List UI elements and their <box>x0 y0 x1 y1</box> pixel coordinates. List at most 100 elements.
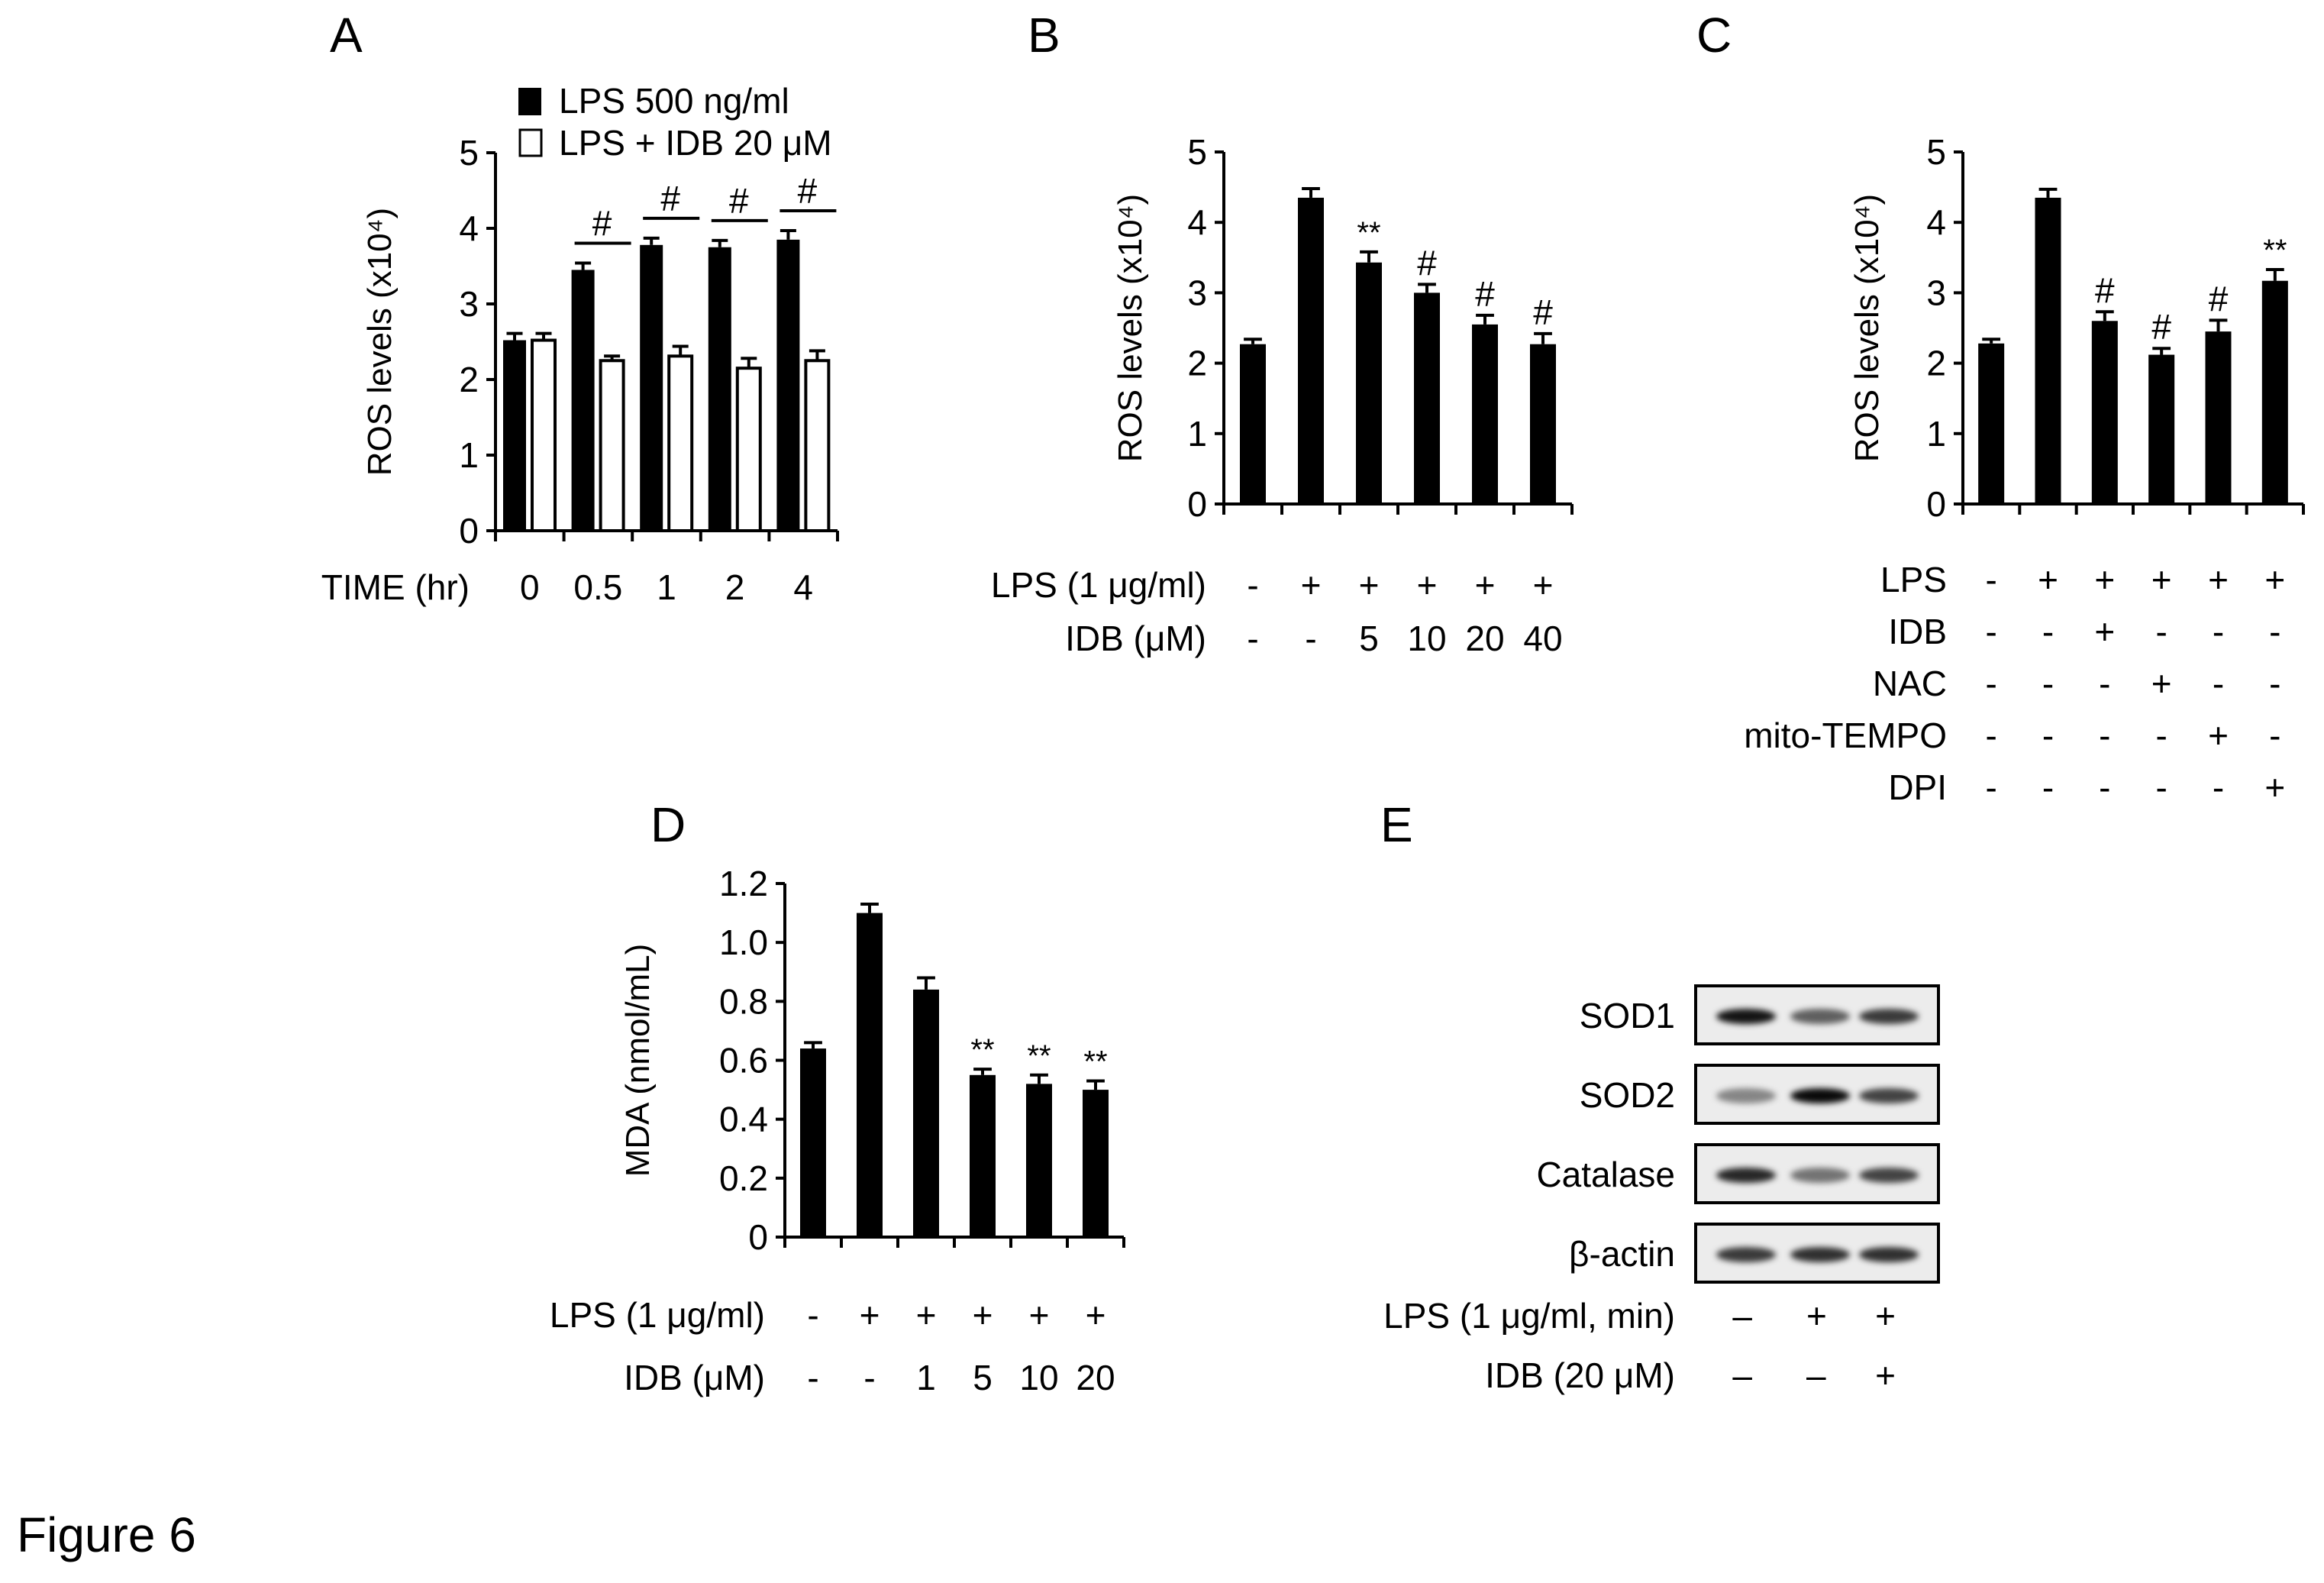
x-axis-label: TIME (hr) <box>321 567 470 607</box>
blot-row-label: β-actin <box>1569 1234 1675 1274</box>
treatment-value: + <box>2264 560 2285 599</box>
treatment-value: - <box>2099 716 2110 755</box>
chart-panel-d: 0 0.2 0.4 0.6 0.8 1.0 1.2 MDA (nmol/mL) ** ** ** LP… <box>550 864 1125 1397</box>
treatment-row-label: mito-TEMPO <box>1744 716 1947 755</box>
y-tick-label: 3 <box>459 284 479 324</box>
treatment-value: 40 <box>1523 619 1562 658</box>
treatment-row-label: IDB <box>1888 612 1947 651</box>
treatment-value: - <box>2042 612 2054 651</box>
blot-row-label: Catalase <box>1536 1155 1675 1194</box>
significance-marker: ** <box>2263 234 2287 267</box>
y-tick-label: 1.2 <box>719 864 768 903</box>
treatment-value: 5 <box>1359 619 1379 658</box>
treatment-row-label: NAC <box>1873 664 1947 703</box>
significance-marker: # <box>592 204 612 244</box>
x-tick-label: 0.5 <box>573 567 622 607</box>
treatment-value: + <box>916 1295 937 1335</box>
y-tick-label: 3 <box>1187 273 1207 312</box>
y-tick-label: 2 <box>1187 344 1207 383</box>
treatment-row-label: IDB (μM) <box>624 1358 765 1397</box>
treatment-row-label: LPS (1 μg/ml, min) <box>1383 1296 1675 1336</box>
treatment-value: - <box>1247 619 1258 658</box>
y-tick-label: 0 <box>1187 484 1207 524</box>
legend-swatch-open <box>518 128 543 157</box>
bar <box>2035 187 2061 504</box>
bar <box>667 344 694 532</box>
significance-marker: # <box>660 179 680 218</box>
treatment-value: - <box>807 1358 818 1397</box>
treatment-row-label: DPI <box>1888 767 1947 807</box>
y-tick-label: 4 <box>1187 202 1207 242</box>
bar <box>1472 313 1498 504</box>
y-tick-label: 0 <box>1926 484 1946 524</box>
blot-row-label: SOD1 <box>1579 996 1675 1035</box>
bar <box>1083 1079 1109 1237</box>
significance-marker: # <box>729 181 749 221</box>
treatment-value: + <box>973 1295 993 1335</box>
legend-label: LPS + IDB 20 μM <box>559 123 832 163</box>
significance-marker: ** <box>1357 216 1380 250</box>
panel-letter-b: B <box>1028 8 1060 63</box>
treatment-value: - <box>1986 767 1997 807</box>
figure-title: Figure 6 <box>17 1507 196 1562</box>
bar <box>1414 283 1440 504</box>
panel-letter-c: C <box>1696 8 1732 63</box>
treatment-value: + <box>1533 565 1554 605</box>
x-tick-label: 1 <box>657 567 676 607</box>
bar <box>857 903 883 1237</box>
protein-band <box>1716 1168 1777 1183</box>
significance-marker: # <box>2095 270 2115 310</box>
treatment-value: - <box>1986 716 1997 755</box>
treatment-value: - <box>2042 664 2054 703</box>
legend-swatch-filled <box>518 88 541 115</box>
treatment-value: - <box>1305 619 1316 658</box>
treatment-value: - <box>2042 767 2054 807</box>
y-tick-label: 2 <box>1926 344 1946 383</box>
treatment-value: - <box>1247 565 1258 605</box>
treatment-value: - <box>2269 716 2280 755</box>
treatment-value: + <box>1875 1355 1896 1395</box>
treatment-value: + <box>2151 560 2172 599</box>
significance-marker: # <box>2151 307 2171 347</box>
y-tick-label: 1 <box>1187 414 1207 454</box>
bar <box>1026 1073 1052 1237</box>
treatment-value: + <box>1806 1296 1827 1336</box>
significance-marker: # <box>1417 243 1437 283</box>
treatment-value: - <box>2269 664 2280 703</box>
significance-marker: # <box>798 171 818 211</box>
x-tick-label: 2 <box>725 567 745 607</box>
treatment-row-label: LPS (1 μg/ml) <box>991 565 1206 605</box>
y-tick-label: 5 <box>1926 132 1946 172</box>
treatment-value: - <box>2099 767 2110 807</box>
y-tick-label: 0 <box>748 1217 768 1257</box>
bar <box>1978 338 2005 504</box>
blot-strip <box>1694 984 1940 1045</box>
treatment-value: + <box>1417 565 1438 605</box>
y-axis-label: ROS levels (x10⁴) <box>1112 194 1149 462</box>
x-tick-label: 4 <box>793 567 813 607</box>
protein-band <box>1790 1088 1850 1103</box>
treatment-value: 1 <box>916 1358 936 1397</box>
protein-band <box>1790 1247 1850 1262</box>
y-tick-label: 4 <box>459 208 479 248</box>
treatment-value: - <box>807 1295 818 1335</box>
y-axis-label: MDA (nmol/mL) <box>619 944 657 1178</box>
bar <box>571 261 595 531</box>
y-tick-label: 0.8 <box>719 981 768 1021</box>
bar <box>1240 338 1266 504</box>
significance-marker: # <box>1475 274 1495 314</box>
treatment-value: 10 <box>1407 619 1446 658</box>
blot-strip <box>1694 1143 1940 1204</box>
treatment-value: - <box>2213 612 2224 651</box>
treatment-value: + <box>1875 1296 1896 1336</box>
axes: 0 1 2 3 4 5 ROS levels (x10⁴) <box>1112 132 1574 524</box>
protein-band <box>1716 1247 1777 1262</box>
panel-letter-a: A <box>330 8 363 63</box>
treatment-value: + <box>2208 560 2229 599</box>
legend-label: LPS 500 ng/ml <box>559 81 789 121</box>
bar <box>1530 331 1556 504</box>
y-tick-label: 2 <box>459 360 479 399</box>
y-axis-label: ROS levels (x10⁴) <box>1848 194 1886 462</box>
treatment-value: - <box>863 1358 875 1397</box>
